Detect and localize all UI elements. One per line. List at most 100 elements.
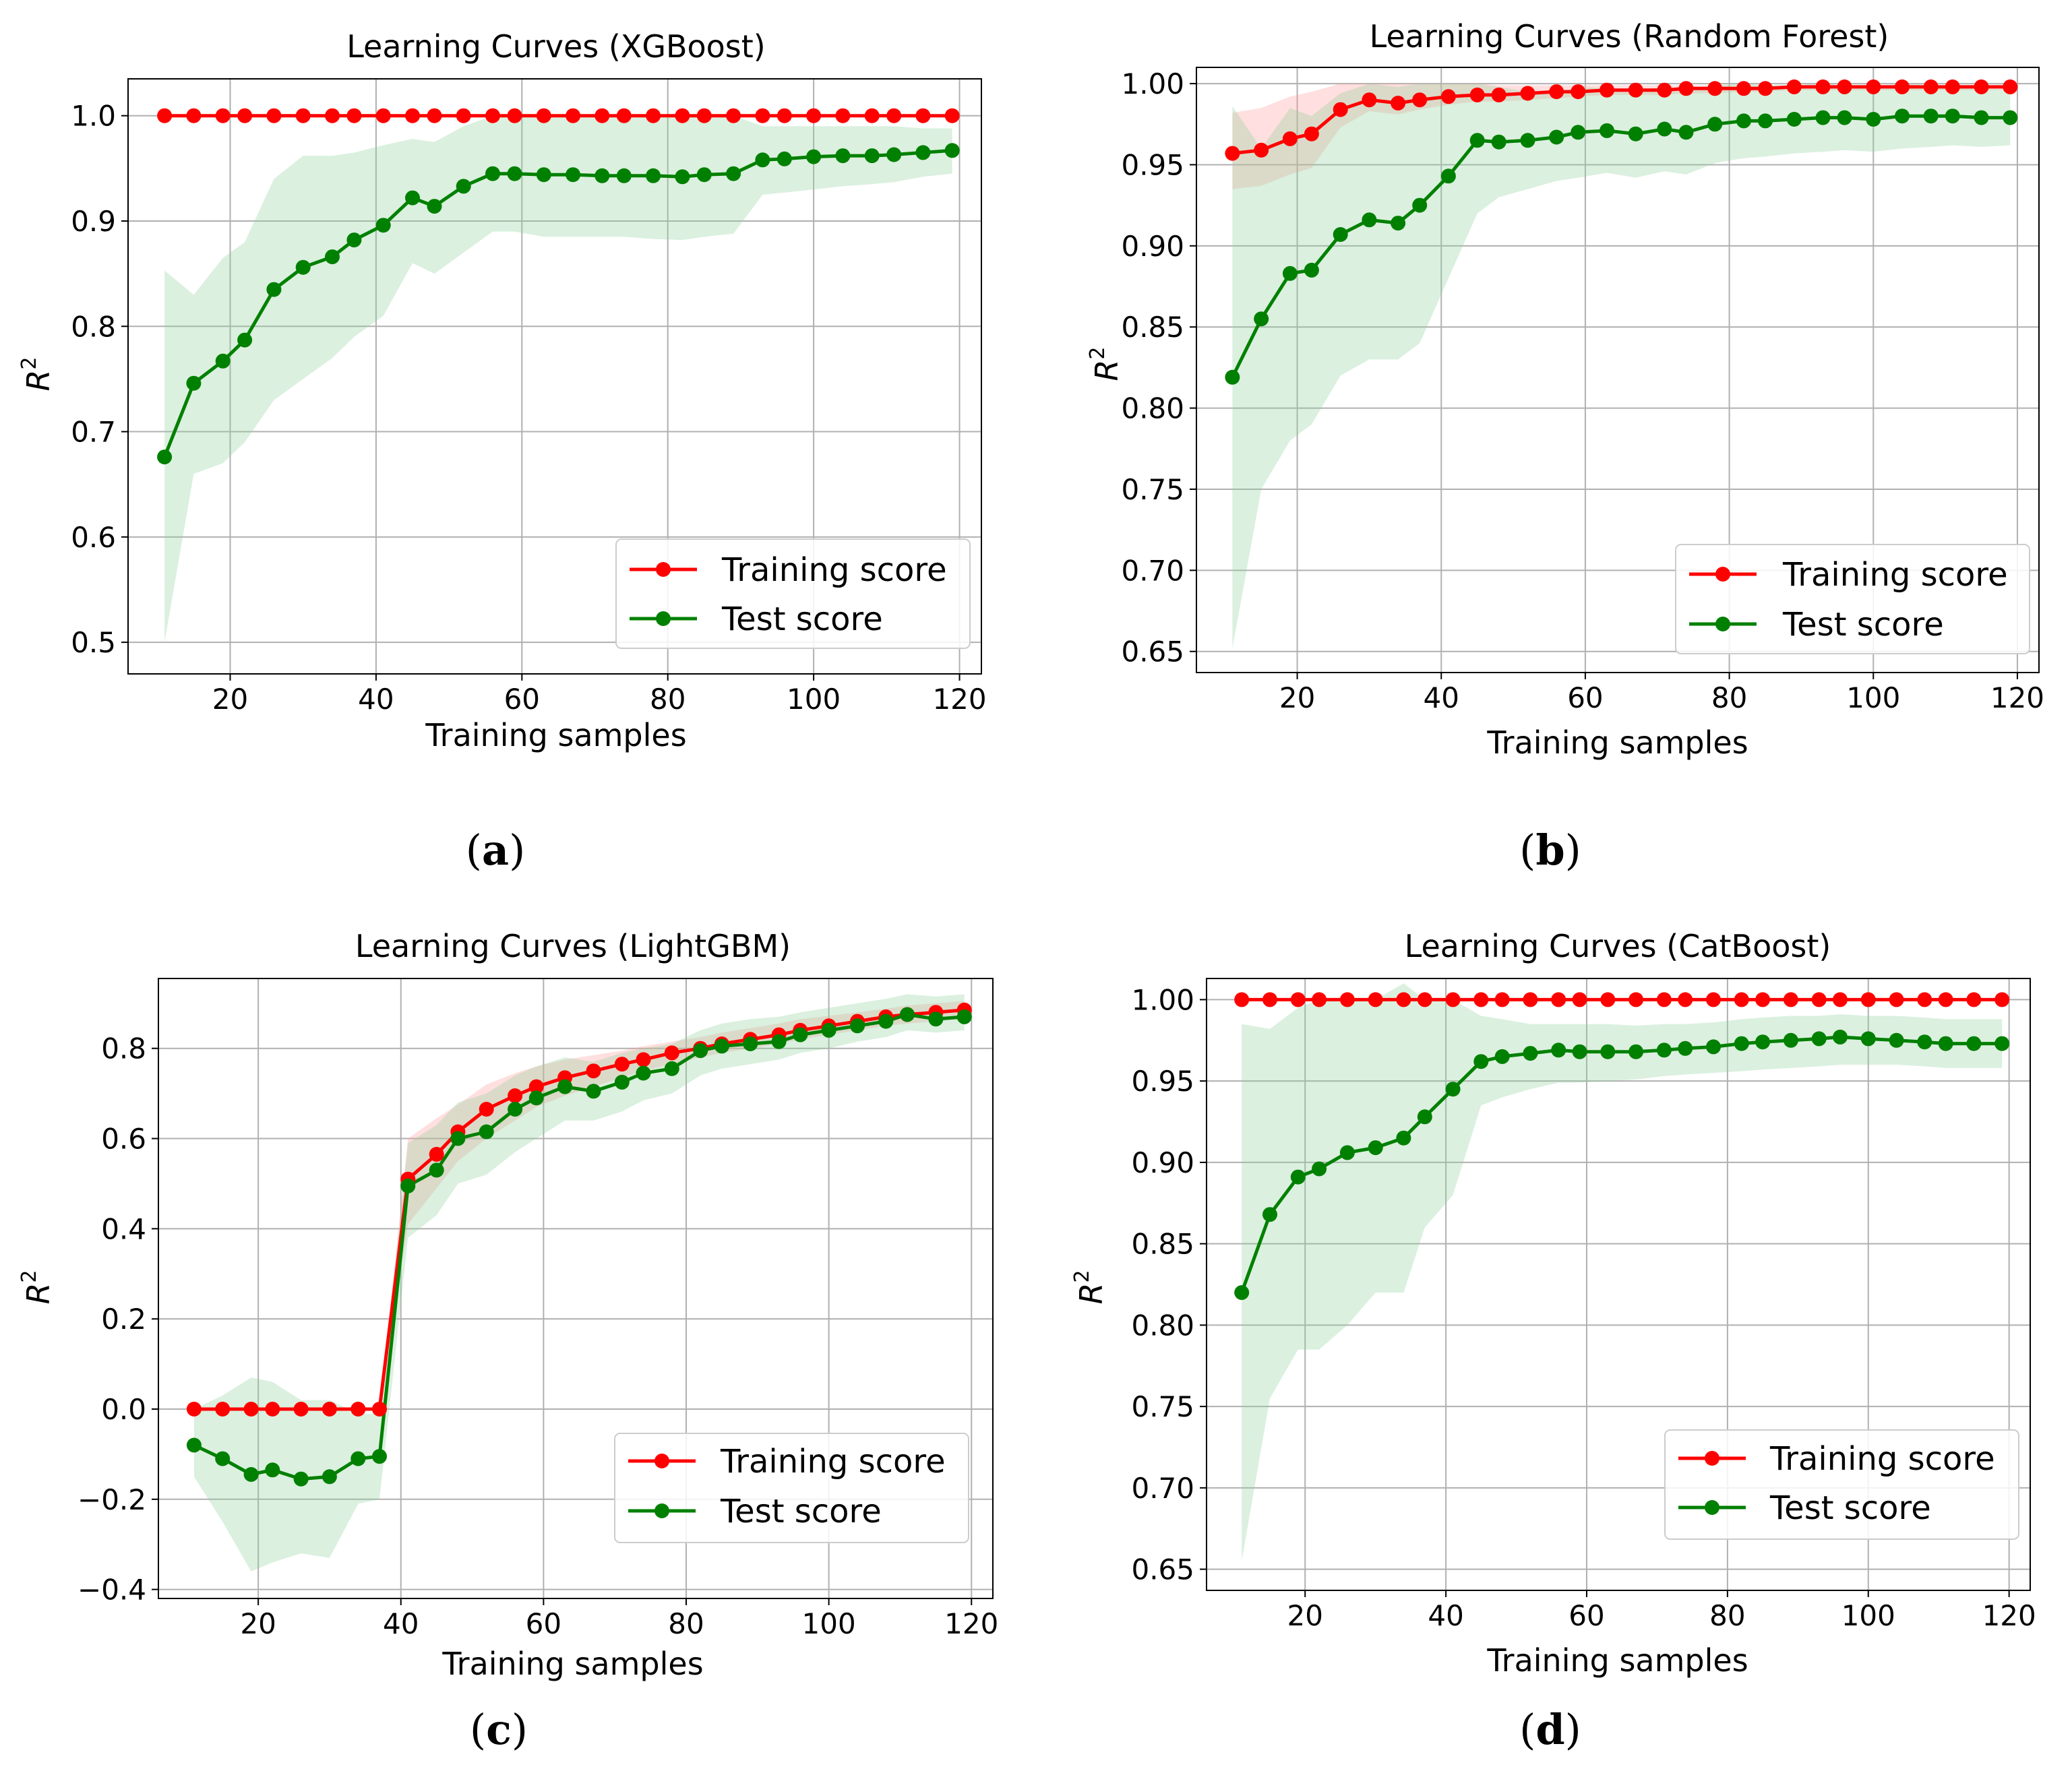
panel-caption: (d) [1519, 1705, 1581, 1754]
x-tick-label: 120 [1990, 681, 2044, 714]
training-score-point [1368, 992, 1383, 1007]
y-tick-label: 0.5 [71, 626, 116, 659]
training-score-point [1339, 992, 1355, 1007]
training-score-point [1706, 992, 1721, 1007]
test-score-point [1600, 1044, 1616, 1059]
test-score-point [1599, 123, 1614, 138]
y-axis-label-sup: 2 [18, 1270, 41, 1282]
training-score-point [1417, 992, 1432, 1007]
test-score-point [479, 1124, 494, 1140]
legend-training-label: Training score [1782, 556, 2008, 594]
x-tick-label: 40 [383, 1607, 419, 1640]
y-tick-label: 0.8 [71, 310, 116, 343]
test-score-point [1234, 1285, 1250, 1301]
test-score-point [322, 1469, 337, 1485]
legend-training-marker [1715, 567, 1730, 582]
training-score-point [1758, 81, 1773, 96]
test-score-point [693, 1043, 708, 1059]
legend: Training score Test score [1675, 544, 2030, 654]
y-tick-label: 0.80 [1121, 392, 1184, 425]
training-score-point [1282, 131, 1298, 146]
training-score-point [1811, 992, 1827, 1007]
x-tick-label: 20 [212, 683, 248, 716]
test-score-point [1938, 1036, 1953, 1051]
test-score-point [793, 1027, 808, 1043]
series-markers [1225, 79, 2018, 385]
training-score-point [1734, 992, 1749, 1007]
training-score-point [215, 108, 231, 123]
y-tick-label: 0.7 [71, 416, 116, 449]
training-score-point [1966, 992, 1982, 1007]
test-score-point [1656, 1043, 1672, 1058]
legend-box [1664, 1429, 2019, 1540]
training-score-point [566, 108, 581, 123]
y-tick-label: 1.0 [71, 100, 116, 133]
test-score-point [821, 1022, 836, 1038]
test-score-point [346, 232, 362, 248]
training-score-point [776, 108, 792, 123]
x-axis-label: Training samples [1486, 724, 1748, 761]
training-score-point [215, 1402, 231, 1417]
test-score-point [675, 169, 690, 185]
plot-frame [127, 78, 982, 675]
test-score-point [375, 218, 391, 233]
x-tick-label: 20 [240, 1607, 276, 1640]
training-score-point [1494, 992, 1510, 1007]
training-score-point [1786, 79, 1802, 94]
x-ticks: 20 40 60 80 100 120 [1279, 673, 2044, 714]
legend-training-marker [1705, 1451, 1719, 1466]
test-score-point [372, 1449, 387, 1464]
y-axis-label: R2 [18, 1270, 57, 1304]
training-score-point [405, 108, 420, 123]
training-score-point [1833, 992, 1848, 1007]
test-score-point [1549, 129, 1564, 145]
training-score-point [157, 108, 173, 123]
test-score-point [1628, 1044, 1644, 1059]
x-tick-label: 120 [932, 683, 986, 716]
test-score-point [557, 1079, 573, 1094]
x-tick-label: 100 [802, 1607, 856, 1640]
training-score-point [614, 1057, 630, 1072]
training-score-point [325, 108, 340, 123]
training-score-point [1889, 992, 1904, 1007]
training-score-point [243, 1402, 259, 1417]
y-ticks: −0.4 −0.2 0.0 0.2 0.4 0.6 0.8 [78, 1032, 158, 1607]
test-score-point [776, 151, 792, 166]
test-score-point [1860, 1031, 1876, 1047]
test-score-point [806, 149, 822, 164]
confidence-bands [1232, 84, 2011, 648]
x-ticks: 20 40 60 80 100 120 [212, 674, 987, 716]
test-score-point [508, 1102, 523, 1117]
training-score-point [1523, 992, 1538, 1007]
panel-catboost: Learning Curves (CatBoost) 20 40 60 80 100 12… [1070, 928, 2036, 1754]
legend-box [1675, 544, 2030, 654]
training-score-point [186, 1402, 202, 1417]
test-score-point [1783, 1032, 1798, 1048]
training-score-point [1572, 992, 1587, 1007]
training-score-point [1571, 84, 1586, 100]
test-score-point [1520, 133, 1535, 148]
test-score-point [664, 1061, 679, 1076]
legend-box [614, 1433, 969, 1543]
test-score-point [1657, 121, 1672, 137]
panel-caption: (b) [1519, 826, 1581, 875]
y-axis-label-base: R [1089, 360, 1125, 381]
training-score-point [1938, 992, 1953, 1007]
training-score-point [508, 1088, 523, 1103]
training-score-point [1549, 84, 1564, 100]
training-score-point [507, 108, 522, 123]
test-score-point [1391, 216, 1406, 231]
chart-title: Learning Curves (CatBoost) [1405, 928, 1831, 964]
training-score-band [193, 1001, 965, 1409]
training-score-point [1678, 81, 1694, 96]
y-axis-label-sup: 2 [1070, 1270, 1094, 1282]
test-score-point [429, 1162, 444, 1178]
test-score-point [1786, 112, 1802, 127]
panel-caption: (a) [466, 826, 526, 875]
x-tick-label: 20 [1279, 681, 1315, 714]
y-tick-label: 0.90 [1131, 1146, 1194, 1179]
test-score-point [351, 1451, 366, 1466]
training-score-point [1923, 79, 1939, 94]
legend-test-label: Test score [1769, 1489, 1931, 1527]
y-ticks: 0.65 0.70 0.75 0.80 0.85 0.90 0.95 1.00 [1121, 67, 1196, 668]
